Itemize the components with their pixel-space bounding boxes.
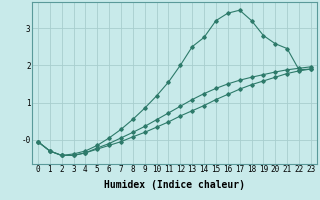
X-axis label: Humidex (Indice chaleur): Humidex (Indice chaleur) [104,180,245,190]
